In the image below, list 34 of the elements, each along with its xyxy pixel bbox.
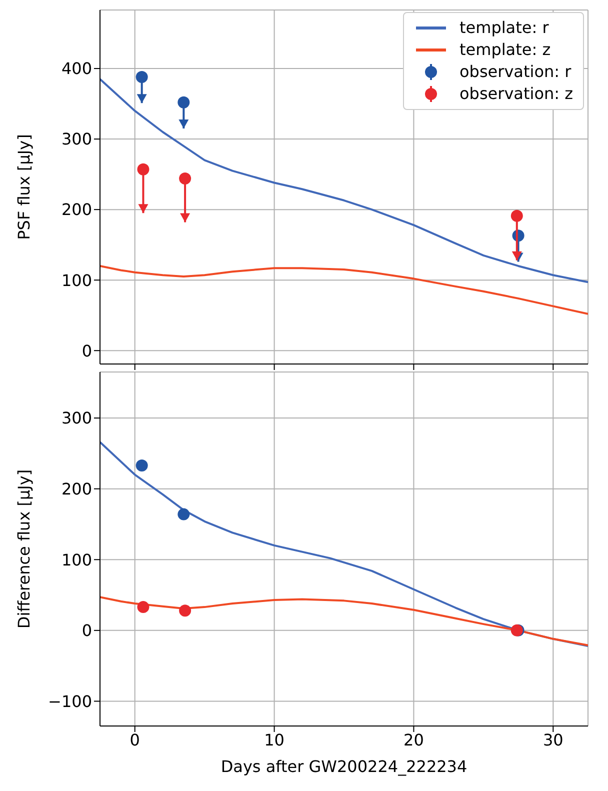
x-tick-label: 30	[542, 730, 564, 750]
y-tick-label: 300	[61, 130, 92, 149]
y-tick-label: 100	[61, 550, 92, 570]
legend-label: template: z	[460, 39, 551, 61]
y-tick-label: 200	[61, 200, 92, 220]
y-tick-label: 0	[82, 621, 92, 640]
line-series	[100, 264, 588, 315]
line-series	[100, 78, 588, 284]
y-tick-label: −100	[48, 692, 92, 711]
point	[136, 70, 148, 83]
point	[178, 96, 190, 108]
x-tick-label: 20	[404, 730, 424, 750]
y-tick-label: 400	[61, 59, 92, 78]
line-series	[100, 596, 588, 646]
legend-label: template: r	[460, 17, 549, 39]
y-tick-label: 0	[82, 341, 92, 360]
x-tick-label: 10	[264, 730, 284, 750]
y-tick-label: 100	[61, 270, 92, 290]
y-tick-label: 300	[61, 408, 92, 428]
y-axis-title: Difference flux [μJy]	[14, 469, 34, 629]
y-tick-label: 200	[61, 480, 92, 498]
point	[179, 604, 192, 617]
point	[136, 459, 148, 472]
point	[137, 163, 150, 176]
x-tick-label: 0	[130, 730, 140, 750]
point	[510, 210, 523, 222]
legend-label: observation: r	[460, 61, 572, 83]
y-axis-title: PSF flux [μJy]	[14, 134, 34, 240]
line-series	[100, 441, 588, 647]
point	[179, 172, 192, 185]
point	[178, 508, 190, 520]
point	[137, 601, 150, 614]
x-axis-title: Days after GW200224_222234	[220, 757, 468, 776]
legend-label: observation: z	[460, 83, 573, 105]
